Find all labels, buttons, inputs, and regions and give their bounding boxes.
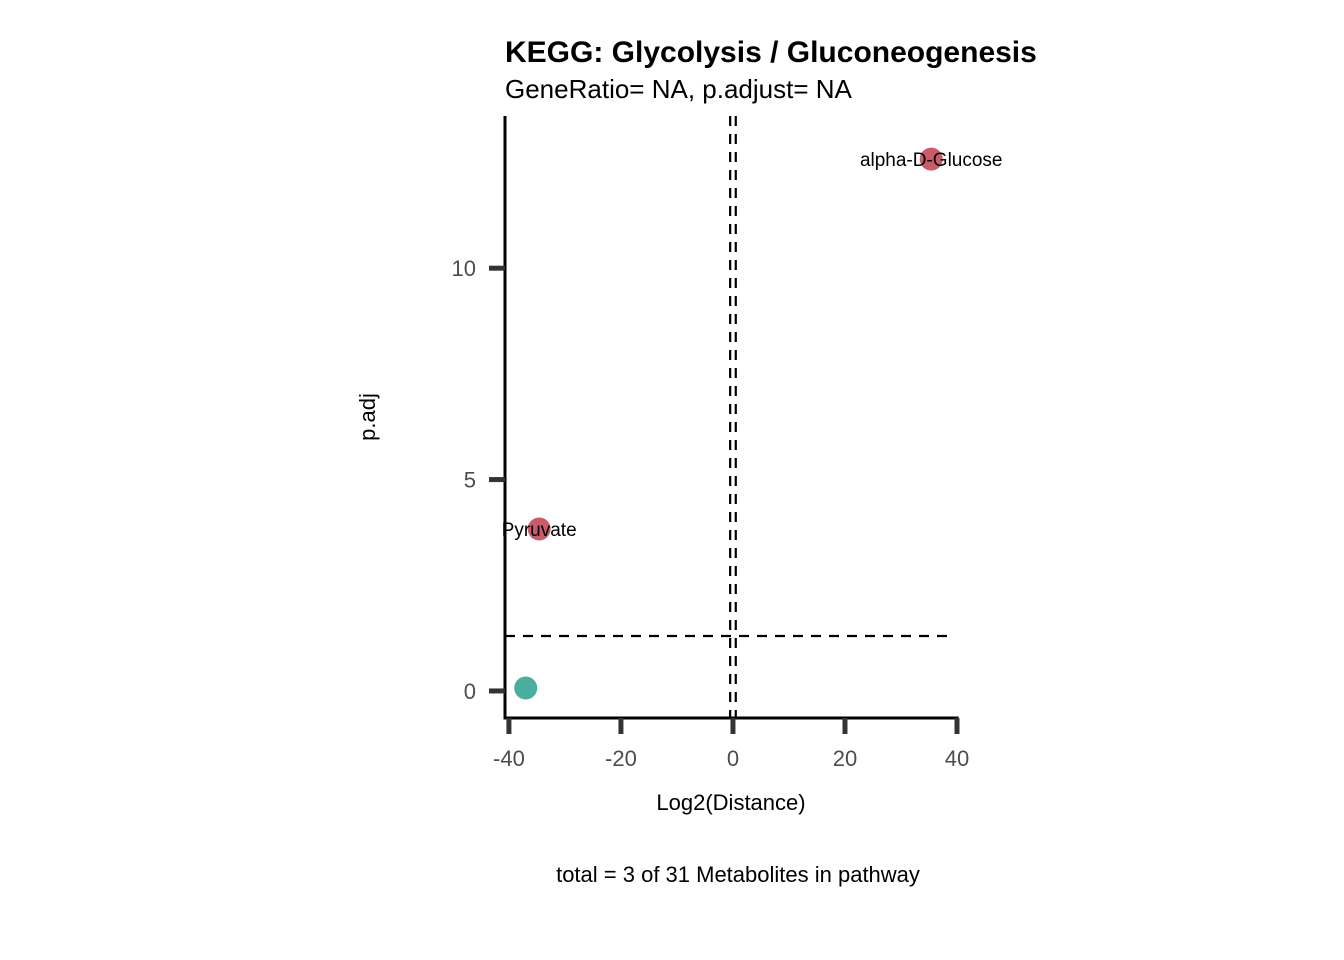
plot-area: -40 -20 0 20 40 0 5 10 alpha-D-Glucose Pyruvate	[452, 116, 1003, 771]
x-tick-label: -20	[605, 746, 637, 771]
chart-caption: total = 3 of 31 Metabolites in pathway	[556, 862, 920, 887]
point-label: Pyruvate	[502, 520, 577, 541]
x-tick-label: 0	[727, 746, 739, 771]
chart-subtitle: GeneRatio= NA, p.adjust= NA	[505, 74, 853, 104]
y-axis-title: p.adj	[355, 393, 380, 441]
data-point	[919, 147, 943, 171]
x-axis-title: Log2(Distance)	[656, 790, 805, 815]
data-point	[527, 517, 551, 541]
point-label: alpha-D-Glucose	[860, 150, 1003, 171]
x-tick-label: 20	[833, 746, 857, 771]
x-tick-label: -40	[493, 746, 525, 771]
y-tick-label: 10	[452, 256, 476, 281]
y-tick-label: 0	[464, 679, 476, 704]
chart-title: KEGG: Glycolysis / Gluconeogenesis	[505, 36, 1037, 69]
y-tick-label: 5	[464, 468, 476, 493]
data-point	[514, 676, 538, 700]
x-tick-label: 40	[945, 746, 969, 771]
